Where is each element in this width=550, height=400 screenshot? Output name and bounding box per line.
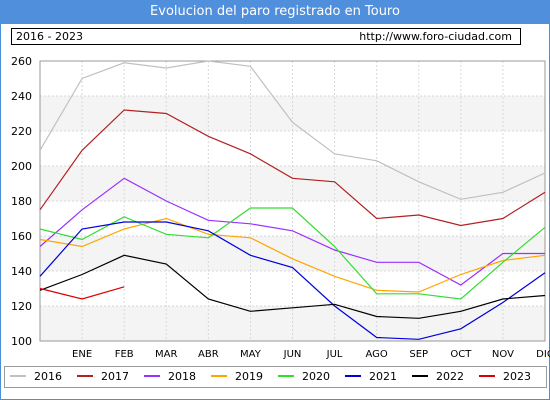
x-tick-label: AGO xyxy=(366,349,388,360)
y-tick-label: 180 xyxy=(11,195,32,208)
x-tick-label: MAY xyxy=(240,349,262,360)
series-line-2022 xyxy=(39,254,546,319)
x-tick-label: MAR xyxy=(155,349,177,360)
y-axis: 100 120 140 160 180 200 220 240 260 xyxy=(11,55,32,348)
period-label: 2016 - 2023 xyxy=(16,30,83,43)
x-tick-label: JUL xyxy=(326,349,343,360)
x-tick-label: NOV xyxy=(492,349,514,360)
y-tick-label: 240 xyxy=(11,90,32,103)
y-tick-label: 140 xyxy=(11,265,32,278)
series-line-2023 xyxy=(39,286,125,300)
y-tick-label: 120 xyxy=(11,300,32,313)
source-url: http://www.foro-ciudad.com xyxy=(359,30,512,43)
x-tick-label: DIC xyxy=(536,349,550,360)
y-tick-label: 260 xyxy=(11,55,32,68)
series-line-2021 xyxy=(39,221,546,340)
y-tick-label: 100 xyxy=(11,335,32,348)
y-tick-label: 200 xyxy=(11,160,32,173)
chart-title: Evolucion del paro registrado en Touro xyxy=(0,0,550,24)
x-tick-label: ABR xyxy=(198,349,219,360)
series-line-2016 xyxy=(39,60,546,200)
x-tick-label: ENE xyxy=(72,349,92,360)
plot-border xyxy=(39,60,546,342)
x-tick-label: JUN xyxy=(283,349,302,360)
series-line-2018 xyxy=(39,177,545,286)
y-tick-label: 160 xyxy=(11,230,32,243)
plot-band xyxy=(40,166,545,201)
x-axis: ENE FEB MAR ABR MAY JUN JUL AGO SEP OCT NOV DIC xyxy=(72,349,550,360)
series-line-2020 xyxy=(39,207,546,300)
y-tick-label: 220 xyxy=(11,125,32,138)
info-bar: 2016 - 2023 http://www.foro-ciudad.com xyxy=(11,28,521,45)
series-line-2019 xyxy=(39,217,546,293)
legend xyxy=(4,366,547,388)
series-line-2017 xyxy=(39,109,546,227)
x-tick-label: SEP xyxy=(409,349,428,360)
series-lines xyxy=(39,60,546,340)
x-tick-label: OCT xyxy=(450,349,472,360)
x-tick-label: FEB xyxy=(115,349,134,360)
